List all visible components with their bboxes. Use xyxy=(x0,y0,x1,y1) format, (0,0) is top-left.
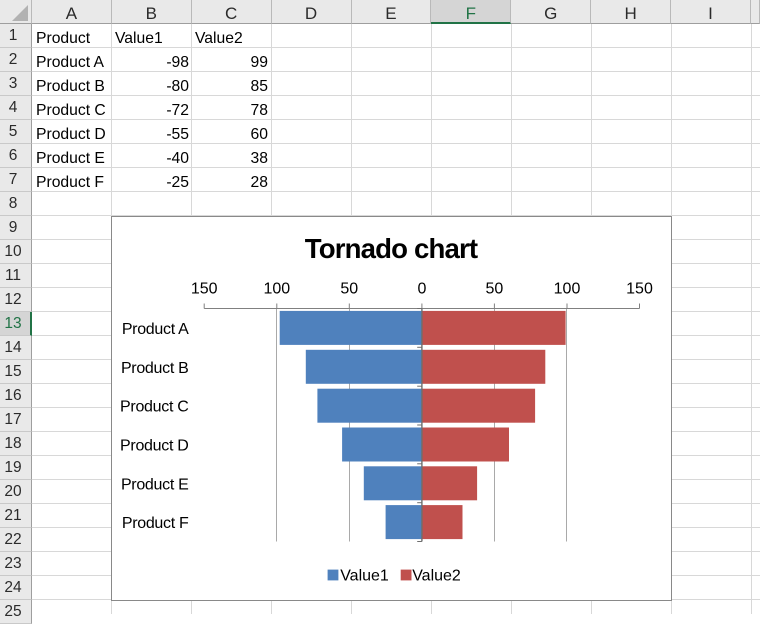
svg-text:Product A: Product A xyxy=(122,321,189,338)
svg-text:150: 150 xyxy=(626,281,653,298)
svg-text:Value2: Value2 xyxy=(412,567,461,584)
svg-text:Value1: Value1 xyxy=(340,567,389,584)
svg-text:Product F: Product F xyxy=(122,515,189,532)
svg-text:Product C: Product C xyxy=(120,399,188,416)
svg-text:Product D: Product D xyxy=(120,438,188,455)
svg-text:50: 50 xyxy=(340,281,358,298)
svg-text:Product B: Product B xyxy=(121,360,189,377)
svg-text:50: 50 xyxy=(486,281,504,298)
svg-text:Product E: Product E xyxy=(121,476,189,493)
svg-text:100: 100 xyxy=(263,281,290,298)
svg-text:150: 150 xyxy=(191,281,218,298)
svg-text:Tornado chart: Tornado chart xyxy=(305,233,478,264)
svg-text:100: 100 xyxy=(554,281,581,298)
svg-text:0: 0 xyxy=(417,281,426,298)
